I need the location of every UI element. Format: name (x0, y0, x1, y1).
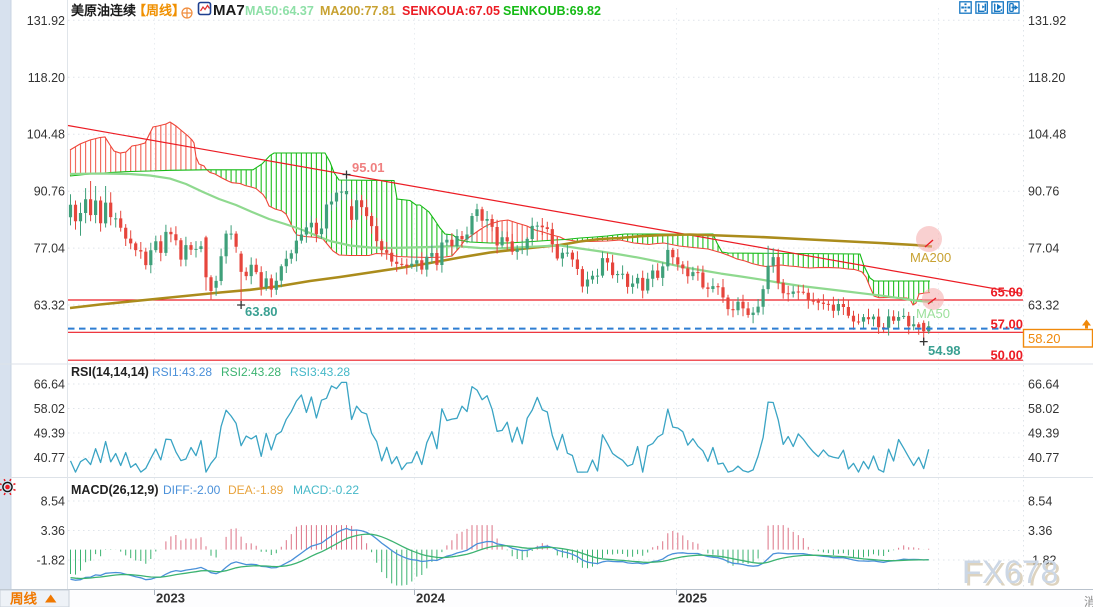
svg-text:MA200: MA200 (910, 250, 951, 265)
svg-text:40.77: 40.77 (1028, 451, 1059, 465)
svg-text:90.76: 90.76 (34, 185, 65, 199)
svg-text:SENKOUB:69.82: SENKOUB:69.82 (503, 4, 601, 18)
svg-text:SENKOUA:67.05: SENKOUA:67.05 (402, 4, 500, 18)
svg-text:DEA:-1.89: DEA:-1.89 (228, 483, 284, 497)
svg-text:95.01: 95.01 (352, 160, 385, 175)
svg-text:DIFF:-2.00: DIFF:-2.00 (163, 483, 221, 497)
svg-text:104.48: 104.48 (1028, 128, 1066, 142)
svg-text:8.54: 8.54 (41, 495, 65, 509)
svg-text:RSI3:43.28: RSI3:43.28 (290, 365, 350, 379)
svg-text:58.02: 58.02 (1028, 402, 1059, 416)
svg-text:2024: 2024 (416, 591, 446, 606)
svg-text:50.00: 50.00 (990, 348, 1023, 363)
svg-text:58.20: 58.20 (1028, 331, 1061, 346)
svg-text:【周线】: 【周线】 (133, 3, 185, 18)
svg-text:104.48: 104.48 (27, 128, 65, 142)
svg-text:MA7: MA7 (213, 2, 245, 19)
svg-text:3.36: 3.36 (41, 524, 65, 538)
svg-text:131.92: 131.92 (1028, 14, 1066, 28)
svg-text:63.80: 63.80 (245, 304, 278, 319)
svg-text:118.20: 118.20 (28, 71, 65, 85)
svg-text:RSI1:43.28: RSI1:43.28 (152, 365, 212, 379)
svg-text:MA50:64.37: MA50:64.37 (245, 4, 314, 18)
svg-text:-1.82: -1.82 (37, 554, 66, 568)
svg-text:2025: 2025 (678, 591, 707, 606)
svg-text:63.32: 63.32 (1028, 299, 1059, 313)
svg-text:MA50: MA50 (916, 306, 950, 321)
svg-text:40.77: 40.77 (34, 451, 65, 465)
svg-text:FX678: FX678 (962, 554, 1059, 590)
svg-text:54.98: 54.98 (928, 343, 961, 358)
svg-text:MA200:77.81: MA200:77.81 (320, 4, 396, 18)
svg-text:90.76: 90.76 (1028, 185, 1059, 199)
svg-text:65.00: 65.00 (990, 285, 1023, 300)
svg-text:49.39: 49.39 (1028, 427, 1059, 441)
svg-text:8.54: 8.54 (1028, 495, 1052, 509)
svg-text:131.92: 131.92 (27, 14, 65, 28)
svg-text:118.20: 118.20 (1028, 71, 1065, 85)
svg-text:66.64: 66.64 (34, 378, 65, 392)
svg-text:58.02: 58.02 (34, 402, 65, 416)
svg-text:77.04: 77.04 (1028, 242, 1059, 256)
svg-text:FX678: FX678 (965, 557, 1062, 593)
svg-text:3.36: 3.36 (1028, 524, 1052, 538)
svg-text:RSI2:43.28: RSI2:43.28 (221, 365, 281, 379)
svg-text:49.39: 49.39 (34, 427, 65, 441)
svg-text:2023: 2023 (156, 591, 185, 606)
svg-text:77.04: 77.04 (34, 242, 65, 256)
svg-text:美原油连续: 美原油连续 (71, 3, 136, 18)
svg-text:MACD(26,12,9): MACD(26,12,9) (71, 483, 159, 497)
svg-text:-1.82: -1.82 (1028, 554, 1057, 568)
svg-text:RSI(14,14,14): RSI(14,14,14) (71, 365, 149, 379)
svg-text:66.64: 66.64 (1028, 378, 1059, 392)
svg-text:63.32: 63.32 (34, 299, 65, 313)
svg-text:消: 消 (1084, 595, 1093, 607)
svg-text:57.00: 57.00 (990, 317, 1023, 332)
svg-text:周线: 周线 (10, 591, 37, 607)
svg-text:MACD:-0.22: MACD:-0.22 (293, 483, 359, 497)
